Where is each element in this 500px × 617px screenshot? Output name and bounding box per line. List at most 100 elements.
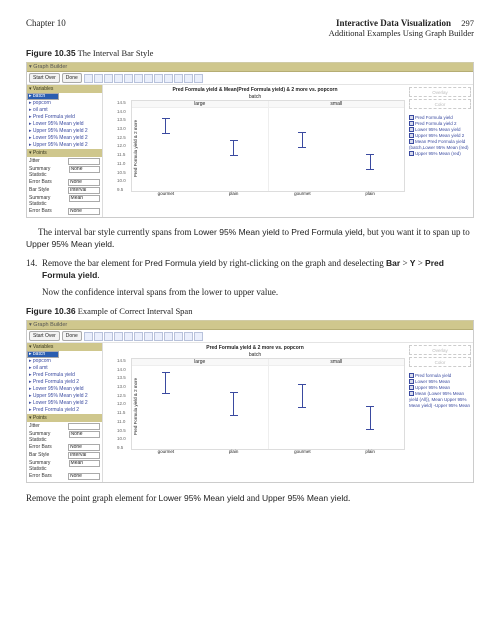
x-tick-label: plain [200, 191, 268, 196]
property-select[interactable]: Interval [68, 452, 100, 459]
variable-item[interactable]: ▸ Upper 95% Mean yield 2 [27, 142, 102, 149]
tool-icon[interactable] [134, 74, 143, 83]
icon-strip [84, 332, 471, 341]
tool-icon[interactable] [154, 332, 163, 341]
property-row: Error BarsNone [29, 473, 100, 480]
graph-builder-title: ▾ Graph Builder [27, 63, 473, 72]
tool-icon[interactable] [114, 332, 123, 341]
variable-item[interactable]: ▸ Pred Formula yield [27, 114, 102, 121]
right-panel: Overlay Color Pred formula yieldLower 95… [407, 343, 473, 482]
property-select[interactable]: None [69, 431, 100, 438]
overlay-slot[interactable]: Overlay [409, 87, 471, 97]
variable-item[interactable]: ▸ Upper 95% Mean yield 2 [27, 128, 102, 135]
variable-item[interactable]: ▸ Pred Formula yield 2 [27, 407, 102, 414]
variable-item[interactable]: ▸ Lower 95% Mean yield [27, 386, 102, 393]
variable-item[interactable]: ▸ Upper 95% Mean yield 2 [27, 393, 102, 400]
figure-35-label: Figure 10.35 [26, 48, 76, 58]
interval-bar [162, 118, 170, 134]
chart-area[interactable]: Pred Formula yield & 2 more vs. popcorn … [103, 343, 407, 482]
tool-icon[interactable] [164, 74, 173, 83]
property-row: Bar StyleInterval [29, 452, 100, 459]
property-select[interactable]: Mean [69, 460, 100, 467]
chart-area[interactable]: Pred Formula yield & Mean(Pred Formula y… [103, 85, 407, 217]
figure-36-label: Figure 10.36 [26, 306, 76, 316]
property-select[interactable]: Interval [68, 187, 100, 194]
tool-icon[interactable] [114, 74, 123, 83]
x-tick-label: plain [200, 449, 268, 454]
tool-icon[interactable] [144, 74, 153, 83]
tool-icon[interactable] [134, 332, 143, 341]
tool-icon[interactable] [194, 332, 203, 341]
x-tick-label: gourmet [132, 191, 200, 196]
variable-item[interactable]: ▸ oil amt [27, 365, 102, 372]
figure-36-caption: Figure 10.36 Example of Correct Interval… [26, 306, 474, 316]
variable-item[interactable]: ▸ Lower 95% Mean yield 2 [27, 135, 102, 142]
tool-icon[interactable] [144, 332, 153, 341]
y-axis-ticks: 14.514.013.513.012.512.011.511.010.510.0… [117, 100, 126, 192]
points-header: ▾ Points [27, 149, 102, 157]
tool-icon[interactable] [124, 332, 133, 341]
tool-icon[interactable] [84, 332, 93, 341]
x-tick-label: plain [336, 191, 404, 196]
variables-list[interactable]: ▸ batch▸ popcorn▸ oil amt▸ Pred Formula … [27, 93, 102, 149]
property-select[interactable]: None [69, 166, 100, 173]
tool-icon[interactable] [94, 332, 103, 341]
figure-36-text: Example of Correct Interval Span [78, 306, 193, 316]
tool-icon[interactable] [164, 332, 173, 341]
variable-item[interactable]: ▸ oil amt [27, 107, 102, 114]
property-select[interactable]: None [68, 208, 100, 215]
start-over-button[interactable]: Start Over [29, 73, 60, 83]
overlay-slot[interactable]: Overlay [409, 345, 471, 355]
step-number: 14. [26, 257, 42, 298]
tool-icon[interactable] [94, 74, 103, 83]
icon-strip [84, 74, 471, 83]
interval-bar [298, 132, 306, 148]
variable-item[interactable]: ▸ Pred Formula yield [27, 372, 102, 379]
y-axis-ticks: 14.514.013.513.012.512.011.511.010.510.0… [117, 358, 126, 450]
property-row: Jitter [29, 158, 100, 165]
variable-item[interactable]: ▸ batch [27, 93, 59, 100]
variable-item[interactable]: ▸ popcorn [27, 358, 102, 365]
legend-item: Upper 95% Mean (red) [409, 151, 471, 157]
property-select[interactable]: Mean [69, 195, 100, 202]
property-select[interactable] [68, 158, 100, 165]
variables-list[interactable]: ▸ batch▸ popcorn▸ oil amt▸ Pred Formula … [27, 351, 102, 414]
tool-icon[interactable] [154, 74, 163, 83]
property-row: Error BarsNone [29, 208, 100, 215]
property-select[interactable]: None [68, 179, 100, 186]
done-button[interactable]: Done [62, 73, 82, 83]
tool-icon[interactable] [184, 332, 193, 341]
variable-item[interactable]: ▸ popcorn [27, 100, 102, 107]
legend-item: Mean (Lower 95% Mean yield (All)), Mean … [409, 391, 471, 409]
interval-bar [366, 406, 374, 430]
tool-icon[interactable] [84, 74, 93, 83]
variable-item[interactable]: ▸ Lower 95% Mean yield [27, 121, 102, 128]
property-select[interactable]: None [68, 444, 100, 451]
tool-icon[interactable] [184, 74, 193, 83]
figure-36-screenshot: ▾ Graph Builder Start Over Done ▾ Variab… [26, 320, 474, 483]
color-slot[interactable]: Color [409, 357, 471, 367]
tool-icon[interactable] [104, 74, 113, 83]
interval-bar [366, 154, 374, 170]
interval-bar [298, 384, 306, 408]
tool-icon[interactable] [194, 74, 203, 83]
tool-icon[interactable] [174, 74, 183, 83]
legend-item: Mean Pred Formula yield (batch,Lower 95%… [409, 139, 471, 151]
interval-bar [230, 392, 238, 416]
done-button[interactable]: Done [62, 331, 82, 341]
variable-item[interactable]: ▸ Pred Formula yield 2 [27, 379, 102, 386]
header-right: Interactive Data Visualization 297 Addit… [329, 18, 474, 38]
tool-icon[interactable] [124, 74, 133, 83]
color-slot[interactable]: Color [409, 99, 471, 109]
page-header: Chapter 10 Interactive Data Visualizatio… [26, 18, 474, 38]
property-select[interactable]: None [68, 473, 100, 480]
variable-item[interactable]: ▸ Lower 95% Mean yield 2 [27, 400, 102, 407]
variable-item[interactable]: ▸ batch [27, 351, 59, 358]
property-row: Summary StatisticMean [29, 195, 100, 207]
tool-icon[interactable] [104, 332, 113, 341]
points-panel: JitterSummary StatisticNoneError BarsNon… [27, 157, 102, 217]
property-select[interactable] [68, 423, 100, 430]
tool-icon[interactable] [174, 332, 183, 341]
start-over-button[interactable]: Start Over [29, 331, 60, 341]
graph-builder-toolbar: Start Over Done [27, 330, 473, 343]
